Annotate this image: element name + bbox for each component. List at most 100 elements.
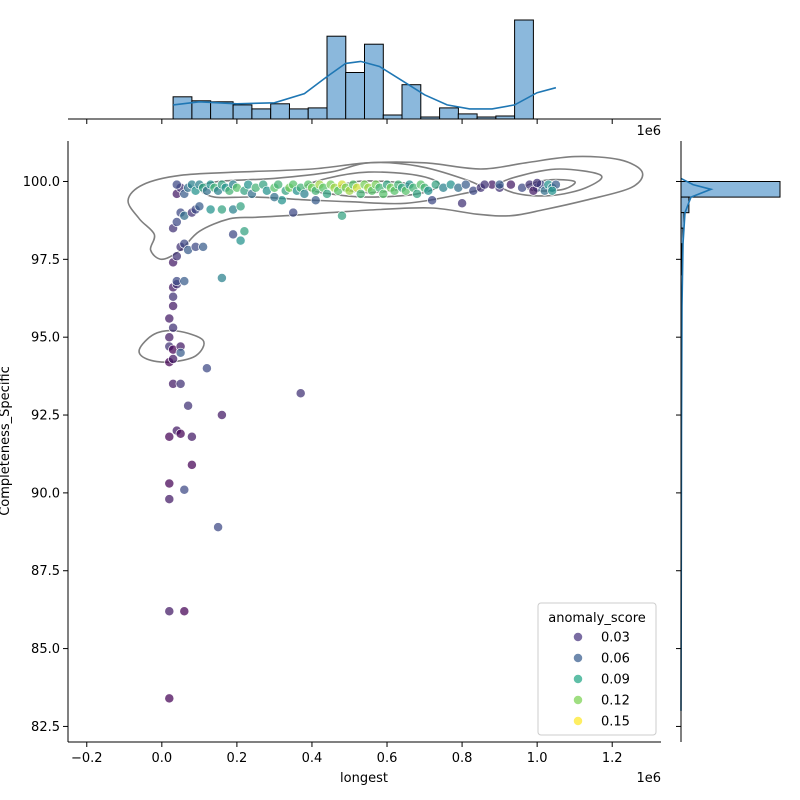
scatter-point	[164, 693, 175, 704]
legend-label: 0.15	[601, 715, 630, 730]
top-kde-curve	[173, 60, 557, 110]
x-tick-label: 0.4	[302, 751, 323, 766]
top-hist-bar	[270, 103, 291, 120]
scatter-point	[457, 198, 468, 209]
y-tick-label: 95.0	[31, 331, 60, 346]
y-tick-label: 82.5	[31, 720, 60, 735]
scatter-point	[460, 179, 471, 190]
scatter-point	[310, 195, 321, 206]
scatter-point	[168, 322, 179, 333]
scatter-point	[337, 210, 347, 221]
top-hist-bar	[288, 108, 309, 120]
scatter-point	[201, 363, 212, 374]
scatter-point	[175, 428, 186, 439]
scatter-point	[168, 291, 179, 302]
x-tick-label: 0.0	[151, 751, 172, 766]
kde-contour-outlier	[138, 329, 205, 363]
scatter-point	[164, 431, 175, 442]
scatter-point	[216, 273, 227, 283]
x-axis-label: longest	[340, 771, 388, 786]
scatter-point	[175, 347, 186, 358]
y-tick-label: 100.0	[23, 175, 60, 190]
scatter-point	[299, 188, 310, 199]
scatter-point	[479, 179, 490, 190]
scatter-point	[179, 484, 190, 495]
top-hist-bar	[439, 107, 459, 120]
legend-marker	[573, 632, 583, 642]
scatter-point	[164, 606, 175, 617]
top-hist-bar	[251, 108, 272, 120]
scatter-point	[355, 188, 366, 199]
scatter-point	[164, 313, 175, 324]
x-offset-text-top: 1e6	[636, 124, 661, 139]
x-tick-label: −0.2	[71, 751, 103, 766]
scatter-point	[412, 188, 422, 199]
legend-marker	[573, 653, 583, 663]
top-hist-bar	[364, 43, 384, 120]
x-tick-label: 1.0	[527, 751, 548, 766]
scatter-point	[168, 301, 179, 311]
scatter-point	[198, 241, 209, 252]
scatter-point	[164, 494, 175, 505]
axes-layer: −0.2 0.0 0.2 0.4 0.6 0.8 1.0 1.2 82.5 85.0 87.5 90.…	[23, 141, 661, 766]
x-tick-label: 1.2	[602, 751, 623, 766]
top-hist-bar	[345, 72, 366, 120]
scatter-point	[239, 226, 250, 237]
scatter-point	[194, 201, 205, 212]
legend: anomaly_score 0.03 0.06 0.09 0.12 0.15	[537, 602, 657, 736]
scatter-point	[171, 251, 182, 262]
kde-contour-right1	[498, 168, 603, 197]
y-axis-label: Completeness_Specific	[0, 366, 13, 516]
top-hist-bar	[191, 100, 212, 120]
scatter-point	[532, 178, 543, 188]
scatter-point	[213, 522, 224, 533]
top-hist-bar	[210, 101, 234, 120]
legend-title: anomaly_score	[548, 611, 646, 626]
scatter-point	[494, 179, 505, 190]
top-hist-bar	[457, 113, 478, 120]
scatter-point-layer	[164, 178, 561, 704]
top-marginal-histogram	[68, 19, 661, 124]
top-hist-bar	[326, 35, 347, 120]
legend-label: 0.09	[601, 673, 630, 688]
legend-entries: 0.03 0.06 0.09 0.12 0.15	[573, 631, 630, 730]
y-tick-label: 97.5	[31, 253, 60, 268]
y-tick-label: 85.0	[31, 642, 60, 657]
legend-marker	[573, 716, 583, 726]
y-tick-label: 90.0	[31, 486, 60, 501]
legend-label: 0.06	[601, 652, 630, 667]
scatter-point	[171, 179, 182, 190]
legend-box	[537, 602, 657, 736]
legend-marker	[573, 695, 583, 705]
top-hist-bar	[232, 104, 253, 120]
scatter-point	[427, 195, 438, 206]
scatter-point	[179, 606, 190, 617]
y-tick-label: 92.5	[31, 409, 60, 424]
legend-label: 0.03	[601, 631, 630, 646]
x-tick-label: 0.6	[377, 751, 398, 766]
scatter-point	[186, 431, 197, 442]
scatter-point	[269, 192, 280, 203]
scatter-point	[216, 410, 227, 420]
y-tick-label: 87.5	[31, 564, 60, 579]
main-plot-area: −0.2 0.0 0.2 0.4 0.6 0.8 1.0 1.2 82.5 85.0 87.5 90.…	[23, 141, 661, 766]
scatter-point	[423, 185, 434, 196]
x-tick-label: 0.8	[452, 751, 473, 766]
top-hist-bar	[307, 107, 328, 120]
scatter-point	[228, 229, 239, 240]
scatter-point	[164, 478, 175, 489]
scatter-point	[235, 235, 246, 246]
x-offset-text-main: 1e6	[636, 771, 661, 786]
x-tick-label: 0.2	[227, 751, 248, 766]
scatter-point	[235, 201, 246, 212]
legend-marker	[573, 674, 583, 684]
scatter-point	[288, 207, 299, 218]
scatter-point	[179, 276, 190, 287]
right-marginal-histogram	[676, 141, 781, 742]
top-hist-bar	[382, 114, 403, 120]
scatter-point	[378, 188, 389, 199]
top-hist-bar	[172, 96, 193, 120]
